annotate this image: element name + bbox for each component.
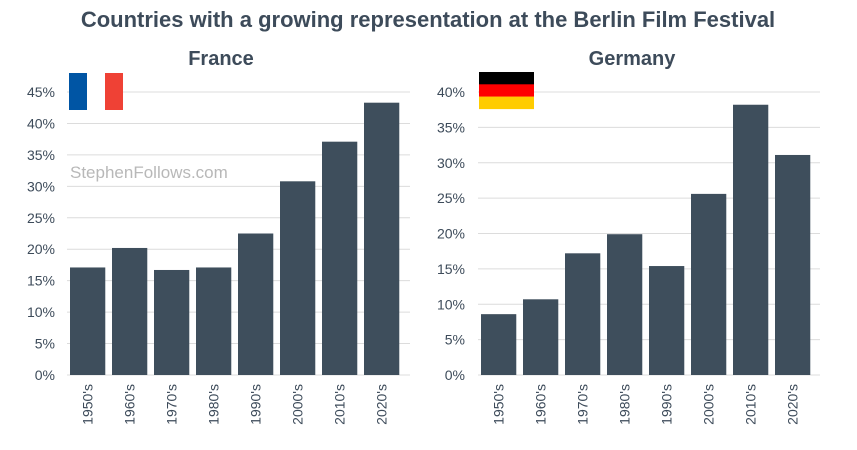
- y-tick-label: 35%: [27, 147, 55, 163]
- x-tick-label: 2020's: [785, 384, 801, 425]
- x-tick-label: 1990's: [659, 384, 675, 425]
- flag-stripe: [87, 73, 105, 110]
- x-tick-label: 2010's: [743, 384, 759, 425]
- panel-france: France 0% 5% 10% 15% 20% 25% 30% 35% 40% 45% 1950's…: [27, 48, 410, 425]
- y-tick-label: 15%: [437, 261, 465, 277]
- x-tick-label: 2020's: [374, 384, 390, 425]
- y-tick-label: 30%: [437, 155, 465, 171]
- y-tick-label: 25%: [27, 210, 55, 226]
- bar-1970s: [154, 269, 190, 375]
- panel-title: France: [188, 48, 254, 70]
- y-tick-label: 45%: [27, 84, 55, 100]
- bar-1950s: [481, 314, 517, 375]
- watermark: StephenFollows.com: [70, 163, 228, 182]
- bar-2000s: [691, 193, 727, 375]
- y-tick-label: 0%: [35, 367, 55, 383]
- flag-stripe: [69, 73, 87, 110]
- x-tick-label: 2000's: [701, 384, 717, 425]
- bar-2020s: [364, 102, 400, 376]
- y-tick-label: 5%: [445, 332, 465, 348]
- bar-1980s: [196, 267, 232, 375]
- x-tick-label: 1970's: [575, 384, 591, 425]
- x-tick-label: 2010's: [332, 384, 348, 425]
- y-tick-label: 5%: [35, 336, 55, 352]
- x-tick-label: 1960's: [533, 384, 549, 425]
- x-tick-label: 1950's: [80, 384, 96, 425]
- bar-1990s: [649, 266, 685, 375]
- bar-1970s: [565, 253, 601, 375]
- x-tick-label: 1950's: [491, 384, 507, 425]
- x-tick-label: 1960's: [122, 384, 138, 425]
- flag-stripe: [105, 73, 123, 110]
- y-tick-label: 20%: [437, 226, 465, 242]
- y-tick-label: 35%: [437, 119, 465, 135]
- x-tick-label: 1990's: [248, 384, 264, 425]
- bar-2020s: [775, 154, 811, 375]
- x-tick-label: 2000's: [290, 384, 306, 425]
- y-tick-label: 0%: [445, 367, 465, 383]
- chart-title: Countries with a growing representation …: [81, 7, 775, 32]
- y-tick-label: 20%: [27, 241, 55, 257]
- y-tick-label: 40%: [437, 84, 465, 100]
- flag-stripe: [479, 84, 534, 97]
- x-tick-label: 1980's: [617, 384, 633, 425]
- panel-germany: Germany 0% 5% 10% 15% 20% 25% 30% 35% 40% 1950's 19…: [437, 48, 820, 425]
- flag-stripe: [479, 96, 534, 110]
- y-tick-label: 15%: [27, 273, 55, 289]
- bar-1960s: [523, 299, 559, 375]
- x-tick-label: 1980's: [206, 384, 222, 425]
- bar-1980s: [607, 234, 643, 375]
- y-tick-label: 30%: [27, 178, 55, 194]
- bar-1960s: [112, 247, 148, 375]
- y-tick-label: 40%: [27, 115, 55, 131]
- y-tick-label: 25%: [437, 190, 465, 206]
- y-tick-label: 10%: [27, 304, 55, 320]
- flag-stripe: [479, 72, 534, 85]
- bar-1950s: [70, 267, 106, 375]
- x-tick-label: 1970's: [164, 384, 180, 425]
- y-tick-label: 10%: [437, 296, 465, 312]
- bar-2010s: [322, 141, 358, 375]
- bar-2000s: [280, 181, 316, 375]
- panel-title: Germany: [589, 48, 677, 70]
- bar-1990s: [238, 233, 274, 375]
- bar-2010s: [733, 104, 769, 376]
